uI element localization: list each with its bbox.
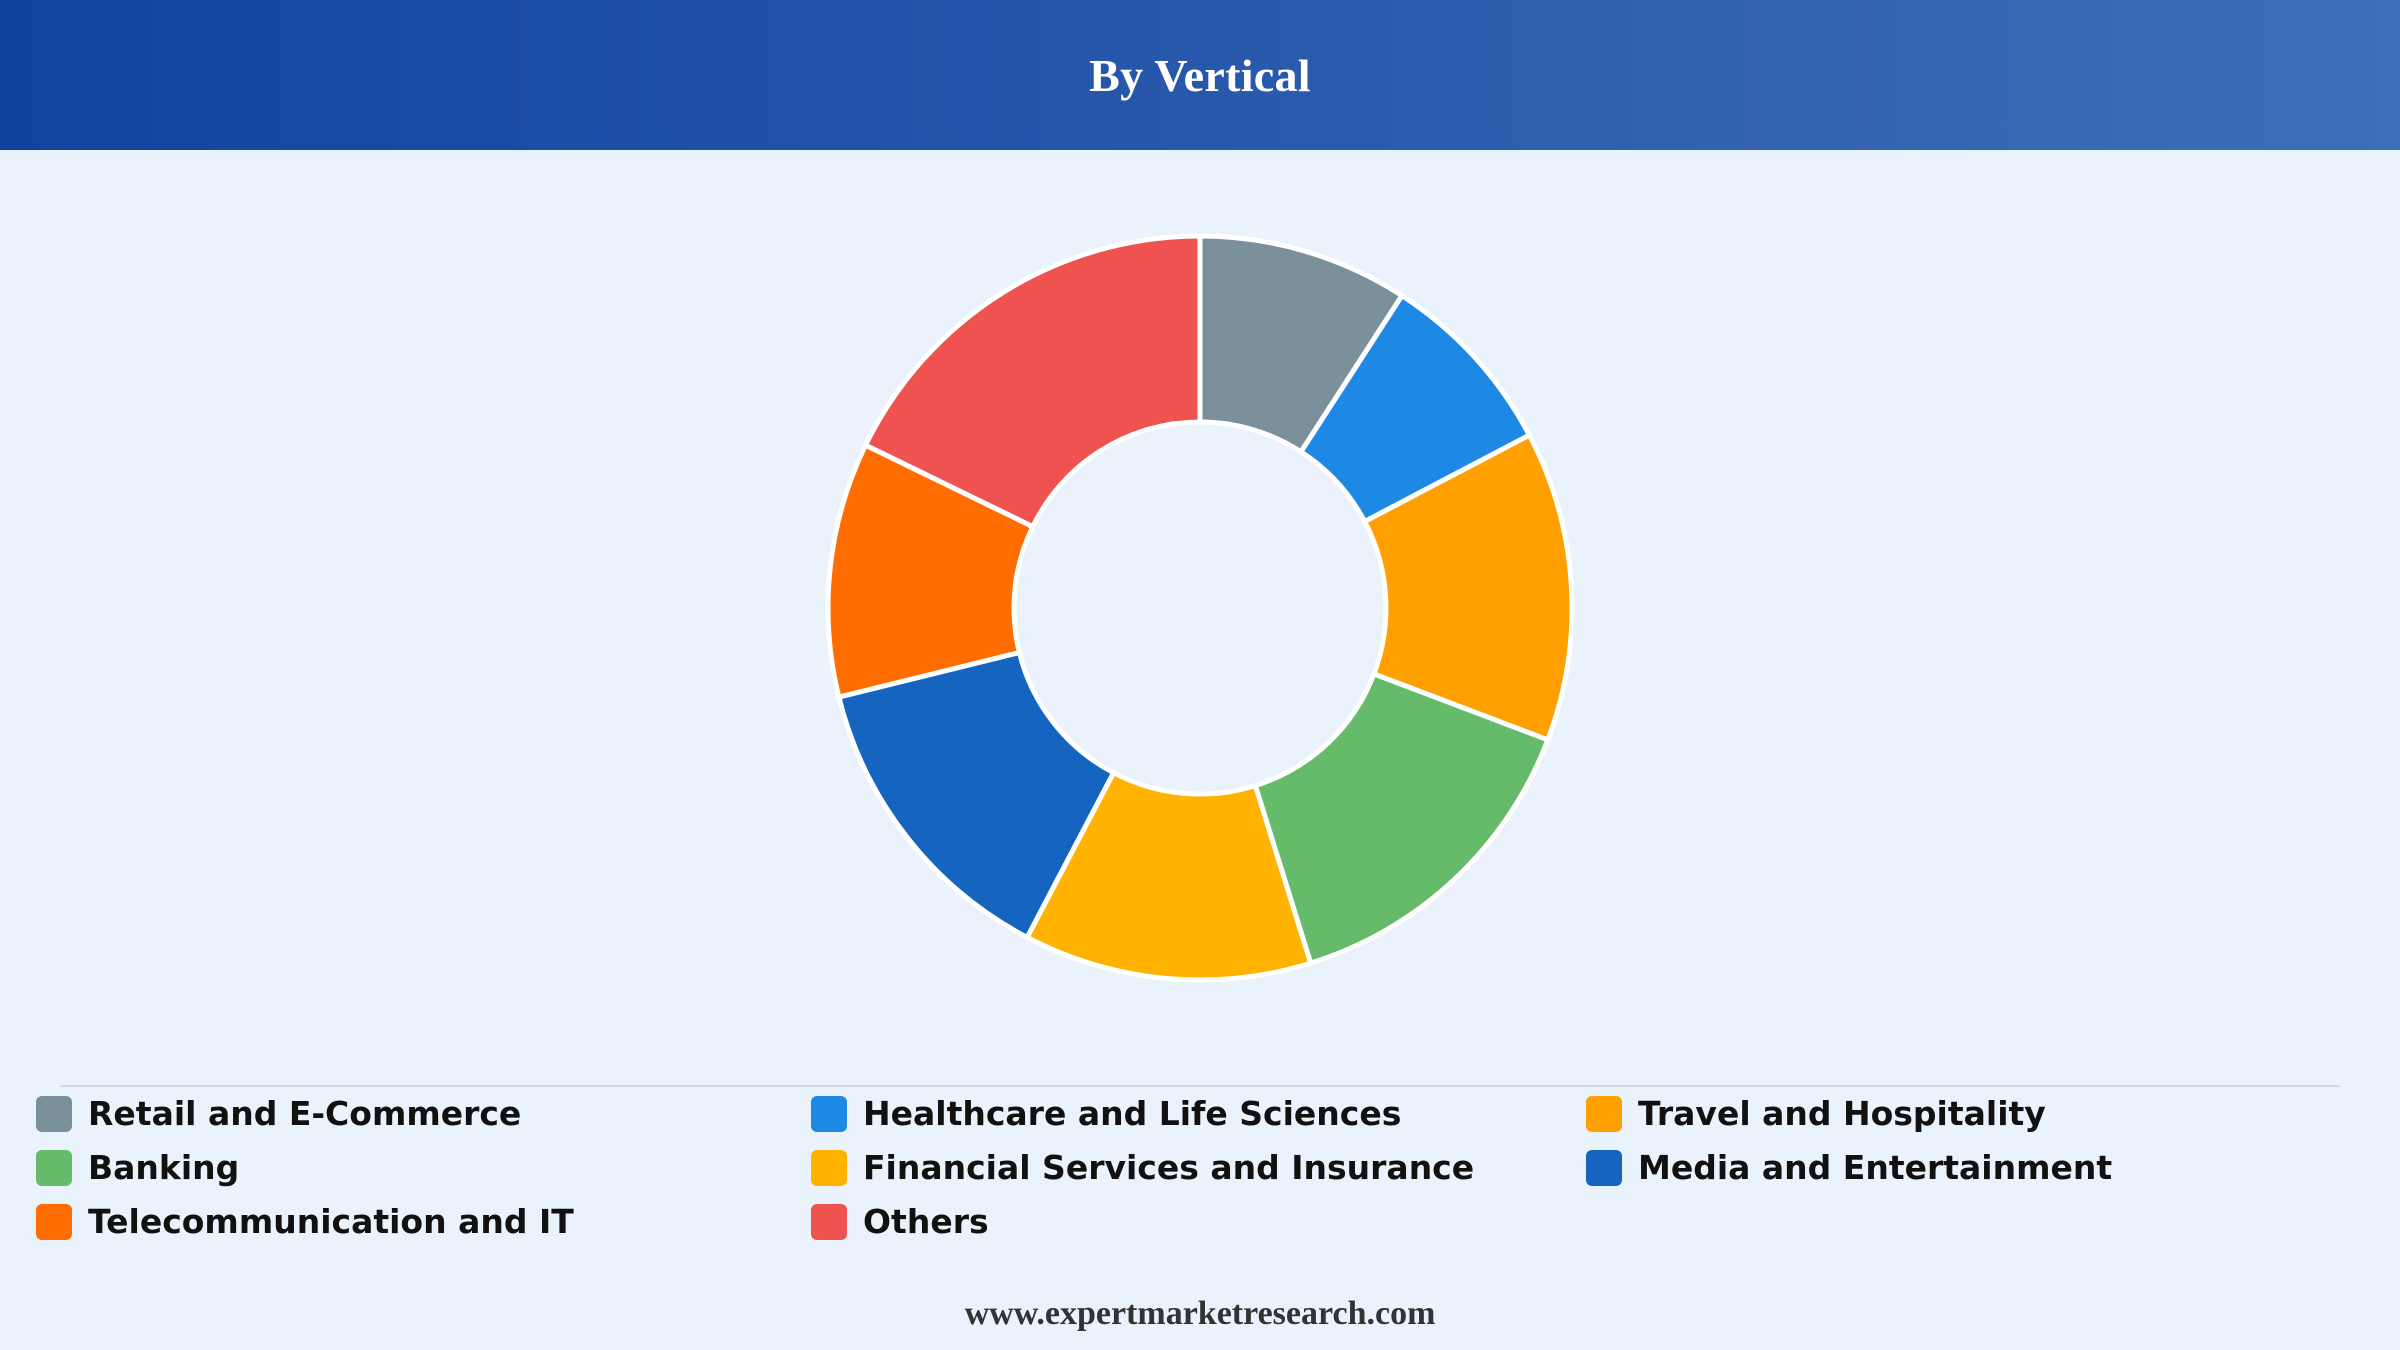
legend-label: Financial Services and Insurance [863, 1148, 1475, 1187]
donut-slice-banking[interactable] [1252, 671, 1551, 966]
legend-label: Travel and Hospitality [1638, 1094, 2046, 1133]
legend-label: Healthcare and Life Sciences [863, 1094, 1402, 1133]
chart-title: By Vertical [1089, 49, 1311, 101]
legend-label: Retail and E-Commerce [88, 1094, 522, 1133]
donut-slice-media-and-entertainment[interactable] [836, 650, 1117, 940]
legend-swatch [811, 1149, 847, 1186]
legend-item-banking[interactable]: Banking [36, 1148, 811, 1187]
legend-swatch [811, 1203, 847, 1240]
legend-divider [60, 1085, 2340, 1087]
legend-label: Others [863, 1202, 989, 1241]
legend-swatch [36, 1149, 72, 1186]
legend-swatch [36, 1095, 72, 1132]
chart-area [0, 150, 2400, 1080]
chart-legend: Retail and E-Commerce Healthcare and Life… [36, 1094, 2366, 1241]
legend-item-telecommunication-and-it[interactable]: Telecommunication and IT [36, 1202, 811, 1241]
legend-item-media-and-entertainment[interactable]: Media and Entertainment [1586, 1148, 2366, 1187]
donut-chart [825, 233, 1575, 983]
legend-swatch [36, 1203, 72, 1240]
legend-swatch [1586, 1095, 1622, 1132]
source-website: www.expertmarketresearch.com [964, 1295, 1436, 1332]
legend-item-retail-and-e-commerce[interactable]: Retail and E-Commerce [36, 1094, 811, 1133]
legend-swatch [811, 1095, 847, 1132]
donut-slice-others[interactable] [863, 233, 1203, 530]
legend-item-healthcare-and-life-sciences[interactable]: Healthcare and Life Sciences [811, 1094, 1586, 1133]
legend-item-financial-services-and-insurance[interactable]: Financial Services and Insurance [811, 1148, 1586, 1187]
legend-item-travel-and-hospitality[interactable]: Travel and Hospitality [1586, 1094, 2366, 1133]
legend-swatch [1586, 1149, 1622, 1186]
chart-header: By Vertical [0, 0, 2400, 150]
legend-label: Telecommunication and IT [88, 1202, 574, 1241]
donut-slice-financial-services-and-insurance[interactable] [1024, 770, 1314, 983]
donut-slice-travel-and-hospitality[interactable] [1362, 432, 1575, 743]
legend-item-others[interactable]: Others [811, 1202, 1586, 1241]
donut-slice-telecommunication-and-it[interactable] [825, 442, 1036, 700]
legend-label: Banking [88, 1148, 240, 1187]
legend-label: Media and Entertainment [1638, 1148, 2113, 1187]
